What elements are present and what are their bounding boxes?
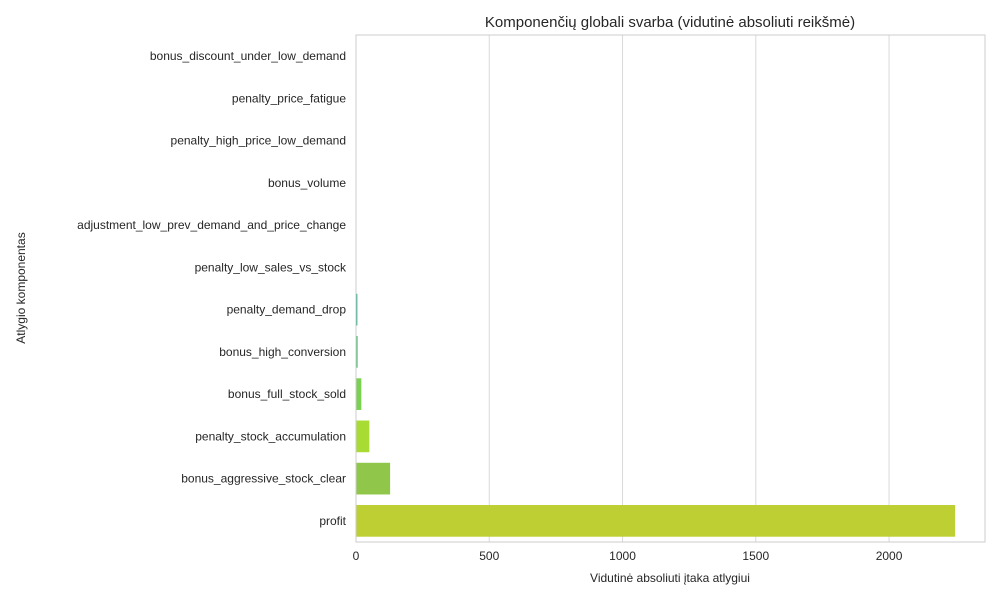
x-tick-labels: 0 500 1000 1500 2000 — [353, 549, 903, 563]
y-tick-label: profit — [319, 514, 346, 528]
y-tick-labels: bonus_discount_under_low_demand penalty_p… — [77, 49, 347, 528]
x-tick-label: 500 — [479, 549, 499, 563]
y-tick-label: penalty_demand_drop — [227, 303, 347, 317]
bar-penalty_stock_accumulation — [356, 420, 370, 453]
x-tick-label: 1000 — [609, 549, 636, 563]
chart-title: Komponenčių globali svarba (vidutinė abs… — [485, 14, 855, 31]
y-tick-label: penalty_low_sales_vs_stock — [195, 260, 347, 274]
y-tick-label: penalty_stock_accumulation — [195, 429, 346, 443]
y-tick-label: penalty_price_fatigue — [232, 91, 346, 105]
x-tick-label: 0 — [353, 549, 360, 563]
y-tick-label: bonus_full_stock_sold — [228, 387, 346, 401]
bar-profit — [356, 505, 956, 537]
y-tick-label: bonus_volume — [268, 176, 346, 190]
x-tick-label: 1500 — [742, 549, 769, 563]
bars — [356, 209, 956, 537]
grid-lines — [355, 35, 890, 542]
y-tick-label: penalty_high_price_low_demand — [171, 134, 346, 148]
x-tick-label: 2000 — [876, 549, 903, 563]
y-tick-label: bonus_aggressive_stock_clear — [181, 472, 346, 486]
bar-penalty_demand_drop — [356, 293, 358, 326]
y-tick-label: bonus_discount_under_low_demand — [150, 49, 346, 63]
x-axis-label: Vidutinė absoliuti įtaka atlygiui — [590, 571, 750, 585]
y-tick-label: bonus_high_conversion — [219, 345, 346, 359]
bar-bonus_full_stock_sold — [356, 378, 362, 410]
bar-bonus_aggressive_stock_clear — [356, 462, 391, 495]
y-tick-label: adjustment_low_prev_demand_and_price_cha… — [77, 218, 346, 232]
y-axis-label: Atlygio komponentas — [14, 232, 28, 343]
bar-bonus_high_conversion — [356, 336, 358, 368]
plot-frame — [355, 34, 986, 543]
